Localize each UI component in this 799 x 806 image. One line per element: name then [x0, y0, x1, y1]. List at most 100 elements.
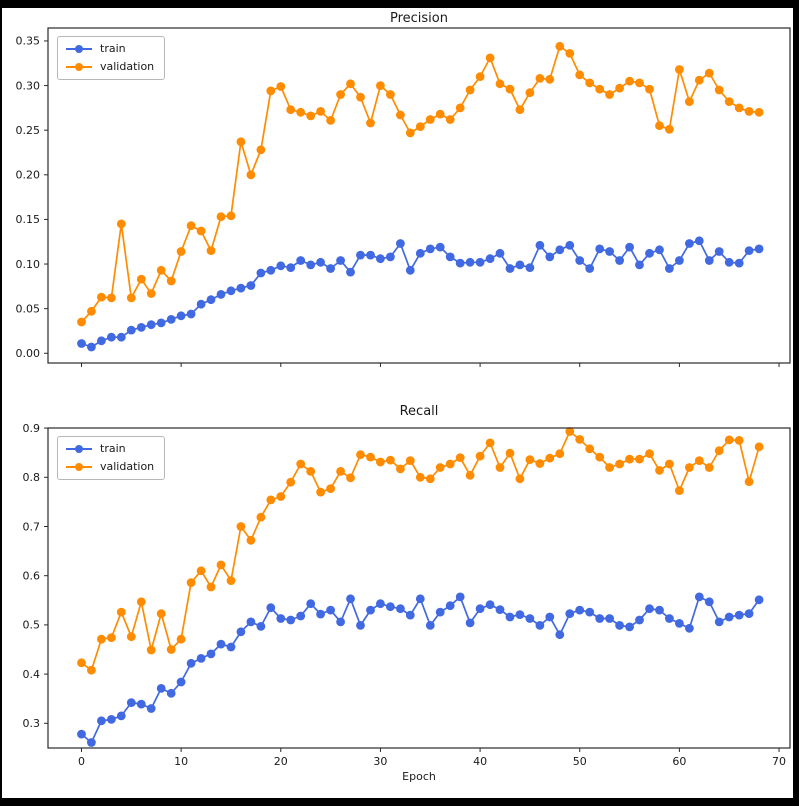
validation-marker — [206, 246, 216, 256]
train-marker — [97, 336, 106, 346]
train-marker — [256, 622, 266, 631]
train-marker — [136, 699, 146, 709]
x-tick-label: 0 — [78, 755, 85, 768]
validation-marker — [585, 78, 595, 88]
validation-marker — [615, 83, 624, 93]
validation-marker — [605, 90, 614, 99]
train-marker — [495, 605, 505, 614]
validation-marker — [675, 486, 684, 495]
train-marker — [635, 615, 644, 625]
train-marker — [296, 611, 306, 621]
validation-marker — [166, 276, 176, 286]
validation-marker — [575, 435, 585, 444]
validation-marker — [585, 444, 595, 454]
validation-marker — [116, 219, 126, 229]
validation-marker — [704, 463, 714, 472]
train-marker — [176, 311, 186, 321]
train-marker — [694, 236, 704, 246]
validation-marker — [455, 103, 465, 113]
validation-marker — [256, 145, 266, 155]
train-marker — [206, 295, 216, 305]
validation-marker — [296, 107, 306, 117]
validation-marker — [744, 107, 754, 116]
train-marker — [455, 258, 465, 268]
validation-marker — [555, 41, 565, 51]
validation-marker — [455, 453, 465, 462]
train-marker — [236, 627, 246, 637]
validation-marker — [107, 293, 116, 303]
validation-marker — [655, 121, 664, 131]
train-marker — [585, 607, 595, 617]
train-marker — [336, 256, 345, 265]
validation-line-marker-icon — [66, 463, 92, 471]
train-marker — [585, 264, 595, 273]
y-tick-label: 0.9 — [23, 422, 41, 435]
train-marker — [366, 250, 375, 260]
y-tick-label: 0.8 — [23, 471, 41, 484]
train-marker — [495, 248, 505, 258]
train-marker — [356, 250, 365, 260]
validation-marker — [116, 607, 126, 617]
train-marker — [625, 242, 634, 252]
train-marker — [87, 342, 96, 352]
train-marker — [734, 610, 744, 620]
validation-marker — [386, 90, 395, 99]
train-marker — [744, 246, 754, 256]
validation-marker — [306, 467, 316, 476]
train-marker — [186, 309, 196, 319]
train-marker — [216, 639, 226, 649]
train-marker — [386, 602, 395, 612]
train-marker — [515, 610, 525, 619]
validation-marker — [246, 535, 256, 545]
train-marker — [754, 595, 764, 605]
legend-item-validation: validation — [66, 460, 154, 474]
train-marker — [316, 257, 325, 267]
y-tick-label: 0.4 — [23, 668, 41, 681]
legend-label-validation: validation — [100, 460, 155, 473]
train-marker — [485, 600, 495, 610]
legend-item-train: train — [66, 442, 154, 456]
train-marker — [545, 612, 555, 622]
train-marker — [256, 268, 266, 278]
train-marker — [645, 604, 654, 614]
train-marker — [136, 323, 146, 332]
validation-marker — [625, 76, 634, 86]
axes-frame — [47, 27, 791, 364]
validation-marker — [675, 65, 684, 74]
validation-marker — [226, 211, 236, 221]
train-marker — [405, 265, 415, 275]
train-marker — [206, 649, 216, 659]
validation-marker — [176, 634, 186, 644]
train-marker — [396, 604, 405, 614]
train-marker — [675, 256, 684, 265]
train-marker — [754, 244, 764, 254]
train-marker — [346, 594, 355, 604]
train-marker — [724, 257, 734, 267]
validation-marker — [186, 578, 196, 587]
train-marker — [276, 261, 286, 271]
validation-marker — [286, 105, 296, 115]
validation-marker — [525, 88, 535, 98]
validation-marker — [77, 658, 86, 668]
legend-recall: train validation — [57, 436, 166, 480]
train-marker — [146, 704, 156, 713]
x-tick-label: 30 — [373, 755, 387, 768]
validation-marker — [405, 128, 415, 138]
validation-marker — [435, 463, 445, 472]
validation-marker — [665, 459, 674, 469]
train-marker — [126, 698, 136, 707]
train-marker — [555, 245, 565, 255]
train-marker — [615, 621, 624, 630]
train-marker — [525, 614, 535, 623]
validation-marker — [296, 459, 306, 469]
train-marker — [405, 610, 415, 620]
validation-marker — [704, 68, 714, 78]
validation-marker — [445, 115, 455, 124]
train-marker — [675, 619, 684, 628]
train-marker — [505, 612, 515, 622]
validation-marker — [386, 455, 395, 465]
validation-marker — [336, 90, 345, 99]
validation-marker — [425, 115, 435, 124]
validation-marker — [396, 110, 405, 120]
validation-line-marker-icon — [66, 63, 92, 71]
